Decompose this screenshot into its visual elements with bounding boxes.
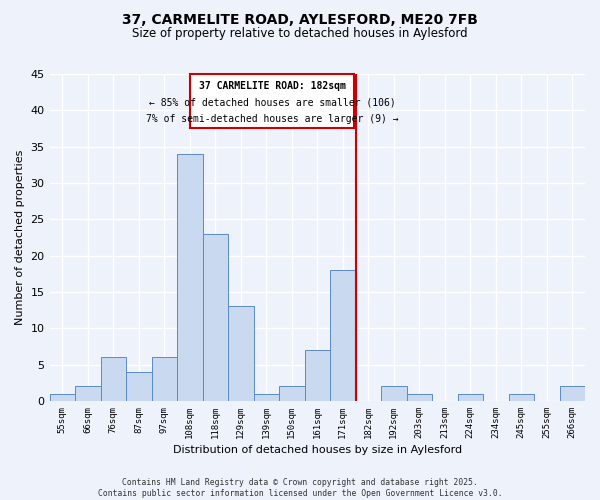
- Bar: [177, 154, 203, 401]
- Bar: [101, 358, 126, 401]
- Text: 37, CARMELITE ROAD, AYLESFORD, ME20 7FB: 37, CARMELITE ROAD, AYLESFORD, ME20 7FB: [122, 12, 478, 26]
- Text: 37 CARMELITE ROAD: 182sqm: 37 CARMELITE ROAD: 182sqm: [199, 82, 346, 92]
- Bar: [254, 394, 279, 401]
- FancyBboxPatch shape: [190, 74, 354, 128]
- Bar: [126, 372, 152, 401]
- Bar: [279, 386, 305, 401]
- Text: Contains HM Land Registry data © Crown copyright and database right 2025.
Contai: Contains HM Land Registry data © Crown c…: [98, 478, 502, 498]
- Bar: [560, 386, 585, 401]
- Bar: [203, 234, 228, 401]
- Bar: [228, 306, 254, 401]
- Bar: [305, 350, 330, 401]
- Bar: [330, 270, 356, 401]
- Text: ← 85% of detached houses are smaller (106): ← 85% of detached houses are smaller (10…: [149, 97, 395, 107]
- X-axis label: Distribution of detached houses by size in Aylesford: Distribution of detached houses by size …: [173, 445, 462, 455]
- Y-axis label: Number of detached properties: Number of detached properties: [15, 150, 25, 325]
- Bar: [407, 394, 432, 401]
- Bar: [152, 358, 177, 401]
- Text: Size of property relative to detached houses in Aylesford: Size of property relative to detached ho…: [132, 28, 468, 40]
- Bar: [509, 394, 534, 401]
- Text: 7% of semi-detached houses are larger (9) →: 7% of semi-detached houses are larger (9…: [146, 114, 398, 124]
- Bar: [381, 386, 407, 401]
- Bar: [75, 386, 101, 401]
- Bar: [458, 394, 483, 401]
- Bar: [50, 394, 75, 401]
